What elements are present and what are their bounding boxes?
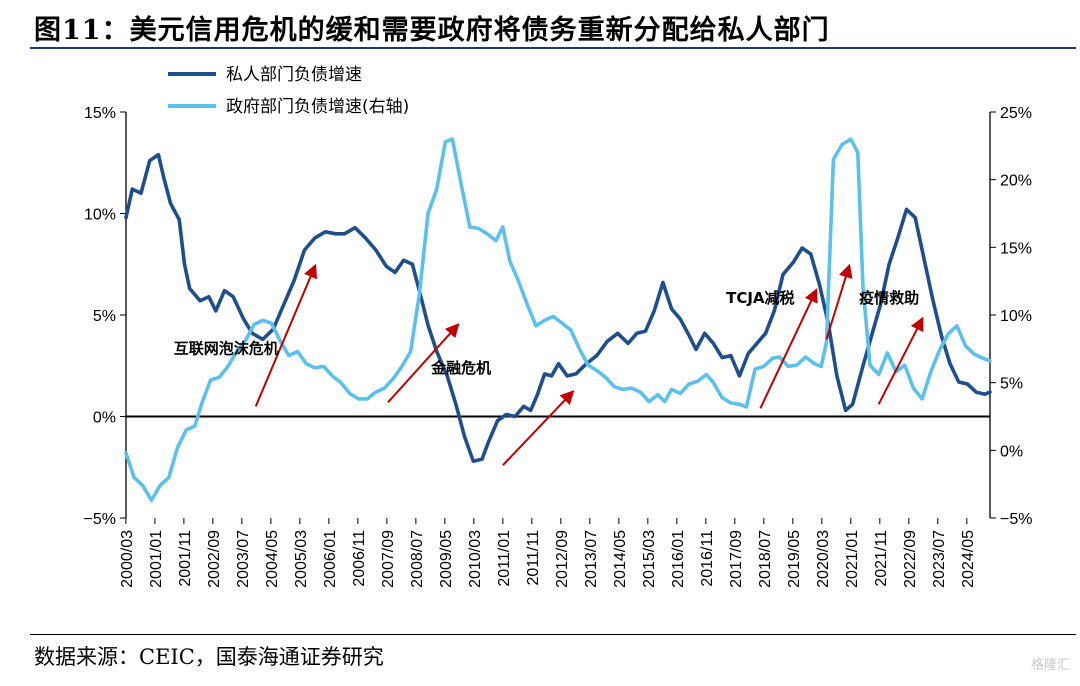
x-tick-label: 2012/09 bbox=[554, 530, 571, 588]
annotation-label: 金融危机 bbox=[430, 359, 491, 377]
annotation-arrow bbox=[387, 323, 460, 403]
x-tick-label: 2001/01 bbox=[148, 530, 165, 588]
right-tick-label: 0% bbox=[1000, 443, 1023, 460]
series-line-government bbox=[124, 137, 992, 503]
right-tick-label: 5% bbox=[1000, 376, 1023, 393]
legend-label: 私人部门负债增速 bbox=[226, 65, 362, 85]
x-tick-label: 2018/07 bbox=[757, 530, 774, 588]
annotation-arrow bbox=[254, 263, 318, 407]
x-tick-label: 2001/11 bbox=[177, 530, 194, 587]
x-tick-label: 2015/03 bbox=[641, 530, 658, 588]
x-tick-label: 2008/07 bbox=[409, 530, 426, 588]
source-note: 数据来源：CEIC，国泰海通证券研究 bbox=[34, 645, 384, 669]
x-tick-label: 2005/03 bbox=[293, 530, 310, 588]
watermark: 格隆汇 bbox=[1030, 658, 1070, 673]
legend-label: 政府部门负债增速(右轴) bbox=[226, 97, 409, 117]
series-lines bbox=[124, 137, 992, 503]
x-tick-label: 2006/11 bbox=[351, 530, 368, 587]
x-tick-label: 2006/01 bbox=[322, 530, 339, 588]
axes: 15%10%5%0%−5%25%20%15%10%5%0%−5%2000/03 2… bbox=[84, 105, 1033, 588]
left-tick-label: 15% bbox=[84, 105, 116, 122]
x-tick-label: 2016/11 bbox=[699, 530, 716, 587]
x-tick-label: 2011/11 bbox=[525, 530, 542, 586]
x-tick-label: 2003/07 bbox=[235, 530, 252, 588]
x-tick-label: 2013/07 bbox=[583, 530, 600, 588]
x-tick-label: 2010/03 bbox=[467, 530, 484, 588]
x-tick-label: 2021/11 bbox=[873, 530, 890, 587]
x-tick-label: 2007/09 bbox=[380, 530, 397, 588]
annotation-label: TCJA减税 bbox=[726, 289, 794, 307]
annotation-label: 互联网泡沫危机 bbox=[174, 340, 279, 358]
source-divider bbox=[30, 634, 1076, 635]
x-tick-label: 2011/01 bbox=[496, 530, 513, 587]
right-tick-label: −5% bbox=[1000, 511, 1032, 528]
left-tick-label: 10% bbox=[84, 207, 116, 224]
x-tick-label: 2022/09 bbox=[902, 530, 919, 588]
title-divider bbox=[30, 47, 1076, 49]
chart-title: 图11：美元信用危机的缓和需要政府将债务重新分配给私人部门 bbox=[34, 15, 830, 46]
annotation-arrow bbox=[825, 263, 853, 340]
annotation-label: 疫情救助 bbox=[859, 289, 919, 307]
x-tick-label: 2019/05 bbox=[786, 530, 803, 588]
series-line-private bbox=[124, 152, 992, 463]
x-tick-label: 2021/01 bbox=[844, 530, 861, 588]
right-tick-label: 25% bbox=[1000, 105, 1032, 122]
x-tick-label: 2020/03 bbox=[815, 530, 832, 588]
annotation-arrow bbox=[502, 390, 575, 466]
x-tick-label: 2023/07 bbox=[931, 530, 948, 588]
left-tick-label: −5% bbox=[84, 511, 116, 528]
x-tick-label: 2000/03 bbox=[119, 530, 136, 588]
right-tick-label: 20% bbox=[1000, 173, 1032, 190]
left-tick-label: 5% bbox=[93, 308, 116, 325]
x-tick-label: 2016/01 bbox=[670, 530, 687, 588]
right-tick-label: 15% bbox=[1000, 240, 1032, 257]
x-tick-label: 2004/05 bbox=[264, 530, 281, 588]
left-tick-label: 0% bbox=[93, 410, 116, 427]
x-tick-label: 2009/05 bbox=[438, 530, 455, 588]
chart: 15%10%5%0%−5%25%20%15%10%5%0%−5%2000/03 2… bbox=[84, 65, 1033, 588]
right-tick-label: 10% bbox=[1000, 308, 1032, 325]
annotation-arrow bbox=[877, 316, 924, 405]
x-tick-label: 2014/05 bbox=[612, 530, 629, 588]
annotation-arrow bbox=[759, 288, 818, 409]
x-tick-label: 2002/09 bbox=[206, 530, 223, 588]
x-tick-label: 2017/09 bbox=[728, 530, 745, 588]
x-tick-label: 2024/05 bbox=[960, 530, 977, 588]
